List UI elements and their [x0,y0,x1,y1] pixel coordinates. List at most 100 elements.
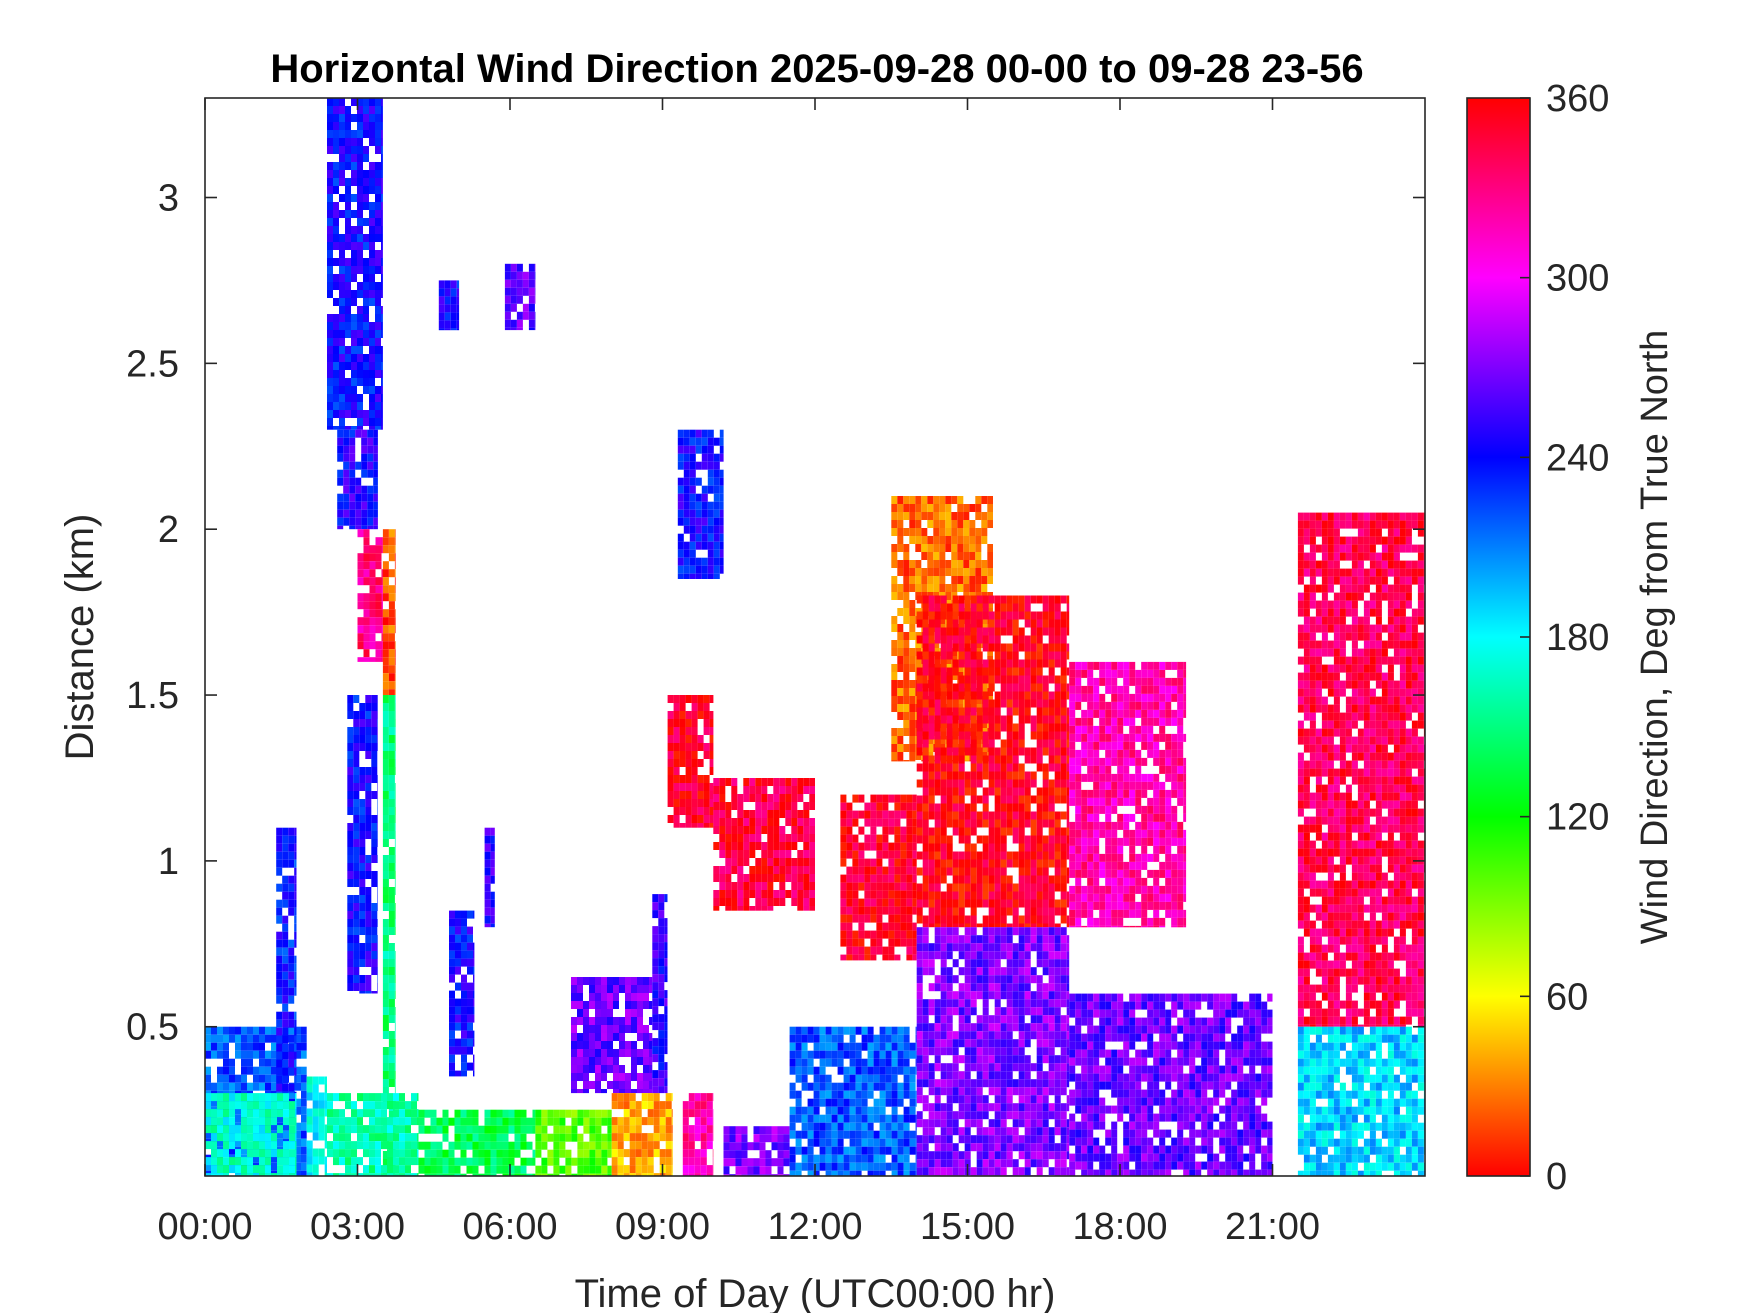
wind-cell [915,1090,917,1099]
wind-cell [294,931,297,940]
wind-cell [946,795,953,804]
wind-cell [855,1162,862,1171]
wind-cell [658,982,665,991]
wind-cell [516,295,523,304]
wind-cell [595,993,601,1001]
wind-cell [922,811,929,820]
wind-cell [387,1157,393,1166]
wind-cell [382,991,389,999]
wind-cell [927,560,934,568]
wind-cell [375,98,381,106]
wind-cell [970,803,977,812]
wind-cell [357,1157,363,1166]
wind-cell [677,517,684,526]
wind-cell [749,906,756,911]
wind-cell [259,1117,265,1126]
wind-cell [611,1117,618,1126]
wind-cell [922,803,929,812]
wind-cell [448,1149,455,1158]
wind-cell [1006,771,1013,780]
wind-cell [388,991,395,999]
wind-cell [265,1149,271,1158]
wind-cell [975,568,982,576]
wind-cell [982,755,989,764]
wind-cell [701,493,708,502]
wind-cell [900,906,907,915]
wind-cell [916,619,923,628]
wind-region-17 [571,977,653,1094]
wind-cell [247,1109,253,1118]
wind-cell [411,1093,417,1102]
wind-cell [373,461,378,470]
wind-cell [723,1134,730,1143]
wind-cell [276,1043,283,1052]
wind-cell [695,477,702,486]
wind-cell [689,509,696,518]
wind-cell [797,906,804,911]
wind-cell [349,477,356,486]
wind-cell [712,1157,714,1166]
wind-cell [697,807,704,815]
wind-cell [803,850,810,858]
wind-cell [982,707,989,716]
wind-cell [915,1154,917,1163]
wind-cell [393,1157,399,1166]
wind-cell [952,763,959,772]
wind-cell [484,875,491,884]
wind-cell [337,469,344,478]
wind-cell [897,1170,904,1176]
wind-cell [946,747,953,756]
wind-cell [797,874,804,882]
wind-cell [394,681,396,690]
wind-cell [1024,915,1031,924]
wind-cell [891,552,898,560]
wind-cell [247,1034,253,1043]
wind-cell [994,651,1001,660]
wind-cell [417,1117,419,1126]
wind-cell [461,910,467,919]
wind-cell [339,330,345,338]
wind-cell [855,1066,862,1075]
wind-cell [963,560,970,568]
wind-cell [691,743,698,751]
wind-cell [837,1146,844,1155]
wind-cell [697,711,704,719]
wind-cell [496,1149,503,1158]
wind-cell [337,445,344,454]
wind-cell [294,915,297,924]
wind-cell [719,509,724,518]
wind-cell [411,1133,417,1142]
wind-cell [940,747,947,756]
wind-cell [377,855,378,863]
wind-cell [952,827,959,836]
wind-cell [837,1162,844,1171]
wind-cell [347,983,354,991]
wind-cell [897,640,904,648]
wind-cell [371,791,378,799]
wind-cell [765,1158,772,1167]
wind-cell [371,927,378,935]
wind-cell [909,752,916,760]
wind-cell [946,843,953,852]
wind-cell [791,874,798,882]
wind-cell [375,122,381,130]
wind-cell [333,378,339,386]
wind-cell [381,386,383,394]
wind-cell [683,477,690,486]
wind-cell [915,512,922,520]
wind-cell [276,987,283,996]
wind-cell [541,1173,548,1176]
wind-cell [946,923,953,928]
wind-cell [312,1108,319,1117]
wind-cell [375,1149,381,1158]
wind-cell [994,715,1001,724]
wind-cell [641,1173,648,1176]
wind-cell [1024,699,1031,708]
wind-cell [785,842,792,850]
wind-cell [695,493,702,502]
wind-cell [903,1130,910,1139]
wind-cell [253,1026,259,1035]
wind-cell [975,504,982,512]
wind-cell [455,1022,461,1031]
wind-cell [339,194,345,202]
